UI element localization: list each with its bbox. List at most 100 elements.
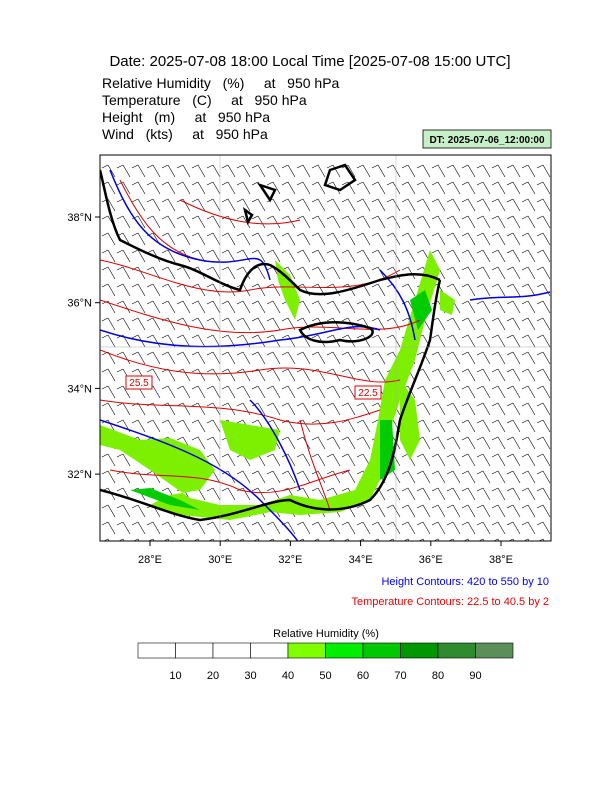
wind-barb — [116, 215, 131, 229]
wind-barb — [161, 351, 176, 365]
wind-barb — [206, 521, 221, 535]
wind-barb — [191, 334, 206, 348]
wind-barb — [461, 334, 476, 348]
wind-barb — [236, 164, 251, 178]
wind-barb — [191, 368, 206, 382]
wind-barb — [251, 334, 266, 348]
wind-barb — [266, 215, 281, 229]
wind-barb — [536, 317, 551, 331]
wind-barb — [446, 419, 461, 433]
wind-barb — [101, 368, 116, 382]
wind-barb — [476, 368, 491, 382]
wind-barb — [371, 181, 386, 195]
wind-barb — [416, 232, 431, 246]
wind-barb — [206, 334, 221, 348]
wind-barb — [521, 487, 536, 501]
wind-barb — [176, 334, 191, 348]
wind-barb — [401, 521, 416, 535]
colorbar-swatch — [212, 642, 251, 659]
wind-barb — [281, 470, 296, 484]
wind-barb — [206, 351, 221, 365]
wind-barb — [356, 232, 371, 246]
wind-barb — [461, 232, 476, 246]
wind-barb — [431, 470, 446, 484]
wind-barb — [236, 232, 251, 246]
wind-barb — [161, 317, 176, 331]
wind-barb — [371, 198, 386, 212]
wind-barb — [521, 266, 536, 280]
wind-barb — [431, 487, 446, 501]
wind-barb — [341, 521, 356, 535]
wind-barb — [491, 351, 506, 365]
wind-barb — [251, 249, 266, 263]
wind-barb — [326, 402, 341, 416]
wind-barb — [461, 164, 476, 178]
wind-barb — [521, 334, 536, 348]
colorbar-tick-label: 20 — [207, 670, 219, 682]
wind-barb — [296, 317, 311, 331]
map-frame — [99, 154, 552, 542]
wind-barb — [146, 215, 161, 229]
wind-barb — [101, 266, 116, 280]
wind-barb — [491, 300, 506, 314]
wind-barb — [101, 470, 116, 484]
wind-barb — [461, 283, 476, 297]
wind-barb — [416, 402, 431, 416]
wind-barb — [401, 283, 416, 297]
wind-barb — [326, 164, 341, 178]
wind-barb — [386, 300, 401, 314]
wind-barb — [161, 266, 176, 280]
lat-label: 34°N — [67, 383, 92, 395]
wind-barb — [116, 300, 131, 314]
wind-barb — [536, 215, 551, 229]
wind-barb — [281, 232, 296, 246]
wind-barb — [416, 164, 431, 178]
wind-barb — [446, 334, 461, 348]
wind-barb — [491, 470, 506, 484]
wind-barb — [161, 249, 176, 263]
wind-barb — [296, 249, 311, 263]
wind-barb — [356, 368, 371, 382]
wind-barb — [356, 504, 371, 518]
wind-barb — [461, 198, 476, 212]
dt-label: DT: 2025-07-06_12:00:00 — [429, 135, 545, 146]
wind-barb — [416, 419, 431, 433]
wind-barb — [221, 487, 236, 501]
wind-barb — [386, 334, 401, 348]
wind-barb — [341, 436, 356, 450]
wind-barb — [491, 521, 506, 535]
wind-barb — [296, 164, 311, 178]
wind-barb — [116, 385, 131, 399]
wind-barb — [161, 164, 176, 178]
wind-barb — [491, 419, 506, 433]
wind-barb — [176, 232, 191, 246]
wind-barb — [161, 385, 176, 399]
wind-barb — [191, 198, 206, 212]
colorbar-swatch — [175, 642, 214, 659]
wind-barb — [506, 215, 521, 229]
wind-barb — [281, 164, 296, 178]
wind-barb — [386, 181, 401, 195]
wind-barb — [116, 266, 131, 280]
wind-barb — [236, 334, 251, 348]
wind-barb — [476, 334, 491, 348]
wind-barb — [236, 266, 251, 280]
wind-barb — [101, 334, 116, 348]
wind-barb — [431, 198, 446, 212]
wind-barb — [506, 334, 521, 348]
wind-barb — [341, 215, 356, 229]
wind-barb — [161, 521, 176, 535]
wind-barb — [131, 283, 146, 297]
wind-barb — [386, 521, 401, 535]
wind-barb — [266, 317, 281, 331]
wind-barb — [356, 334, 371, 348]
colorbar-swatch — [437, 642, 476, 659]
wind-barb — [371, 317, 386, 331]
colorbar-tick-label: 80 — [432, 670, 444, 682]
wind-barb — [266, 385, 281, 399]
wind-barb — [476, 198, 491, 212]
wind-barb — [386, 487, 401, 501]
wind-barb — [101, 232, 116, 246]
wind-barb — [281, 249, 296, 263]
lat-label: 38°N — [67, 212, 92, 224]
